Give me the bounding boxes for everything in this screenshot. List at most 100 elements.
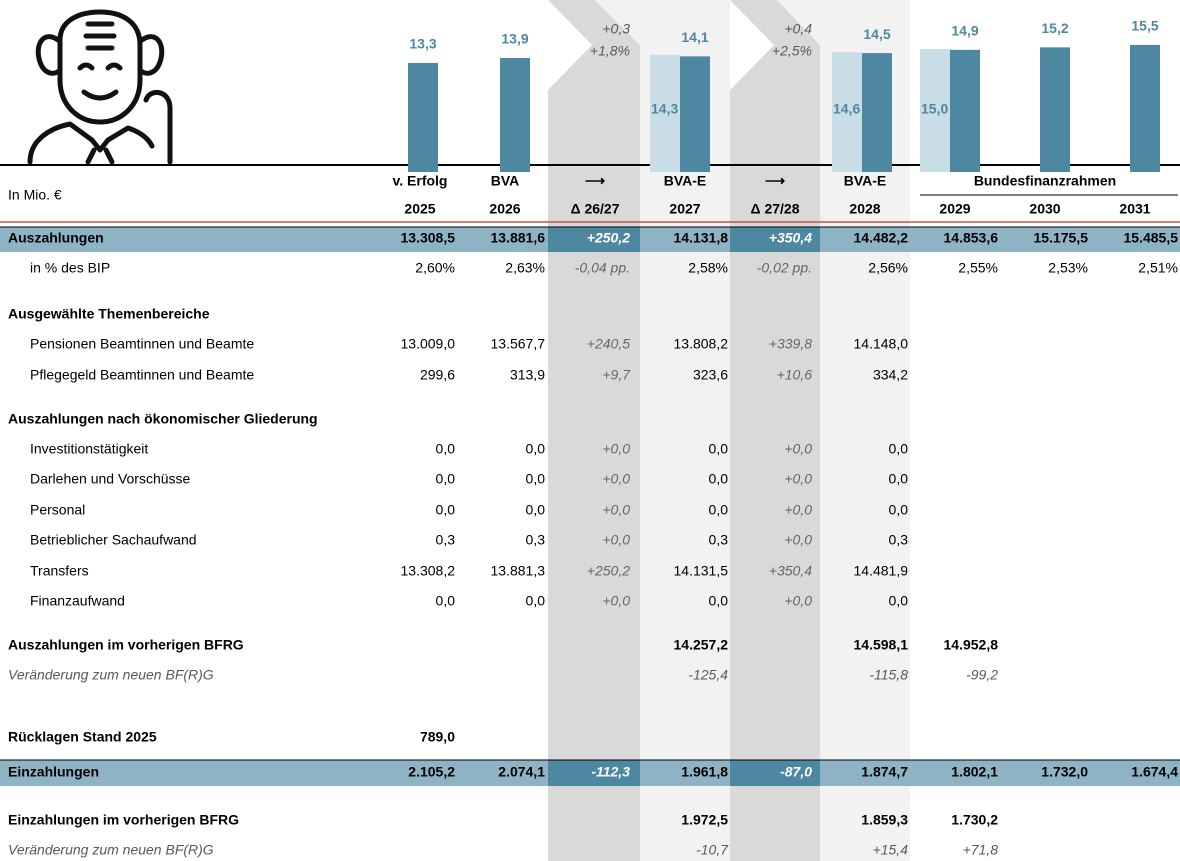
bar: [500, 58, 530, 172]
cell: 15.485,5: [1124, 230, 1179, 246]
cell: 0,3: [436, 532, 456, 548]
cell: 0,0: [436, 502, 456, 518]
cell: +350,4: [769, 230, 812, 246]
previous-bar-label: 14,3: [651, 101, 678, 117]
row-label: Investitionstätigkeit: [30, 441, 148, 457]
previous-bar: [920, 49, 950, 172]
cell: 0,0: [889, 593, 909, 609]
cell: 323,6: [693, 367, 728, 383]
cell: 313,9: [510, 367, 545, 383]
cell: 0,0: [526, 441, 546, 457]
cell: 0,0: [526, 471, 546, 487]
cell: 0,0: [436, 593, 456, 609]
delta-label: +1,8%: [590, 43, 630, 59]
cell: 14.131,8: [674, 230, 729, 246]
cell: 2,55%: [958, 260, 998, 276]
cell: -10,7: [696, 842, 729, 858]
row-label: Ausgewählte Themenbereiche: [8, 306, 210, 322]
row-label: Transfers: [30, 563, 89, 579]
cell: 0,0: [889, 471, 909, 487]
cell: 0,0: [709, 593, 729, 609]
cell: +0,0: [784, 532, 812, 548]
cell: +0,0: [602, 441, 630, 457]
cell: 13.881,3: [491, 563, 546, 579]
delta-band: [730, 0, 820, 861]
column-label: ⟶: [585, 173, 605, 189]
delta-cell: [730, 227, 820, 252]
cell: 14.131,5: [674, 563, 729, 579]
cell: +240,5: [587, 336, 630, 352]
cell: 2,58%: [688, 260, 728, 276]
bar-label: 15,2: [1041, 20, 1068, 36]
previous-bar-label: 15,0: [921, 101, 948, 117]
cell: 2,53%: [1048, 260, 1088, 276]
bar-label: 14,9: [951, 23, 978, 39]
column-label: BVA-E: [664, 173, 707, 189]
cell: 14.257,2: [674, 637, 729, 653]
row-label: Betrieblicher Sachaufwand: [30, 532, 197, 548]
cell: +0,0: [602, 471, 630, 487]
bar: [408, 62, 438, 172]
cell: -125,4: [688, 667, 728, 683]
cell: -112,3: [591, 764, 630, 780]
bar-label: 14,1: [681, 29, 708, 45]
pensioner-icon: [27, 9, 173, 165]
cell: +0,0: [784, 441, 812, 457]
row-bands: [0, 164, 1180, 786]
cell: 299,6: [420, 367, 455, 383]
cell: -87,0: [780, 764, 812, 780]
cell: +9,7: [602, 367, 631, 383]
light-band: [777, 0, 820, 45]
cell: +0,0: [784, 502, 812, 518]
cell: 334,2: [873, 367, 908, 383]
bar: [950, 49, 980, 172]
cell: +0,0: [784, 593, 812, 609]
delta-band: [548, 0, 640, 861]
cell: 2,60%: [415, 260, 455, 276]
cell: 2.074,1: [498, 764, 545, 780]
row-label: Finanzaufwand: [30, 593, 125, 609]
row-label: Einzahlungen im vorherigen BFRG: [8, 812, 239, 828]
cell: 1.874,7: [861, 764, 908, 780]
cell: 1.730,2: [951, 812, 998, 828]
cell: -0,02 pp.: [757, 260, 812, 276]
column-year: 2029: [939, 201, 970, 217]
column-label: v. Erfolg: [393, 173, 448, 189]
group-label: Bundesfinanzrahmen: [974, 173, 1116, 189]
bar: [680, 56, 710, 172]
cell: 13.808,2: [674, 336, 729, 352]
delta-label: +0,3: [602, 21, 630, 37]
cell: 2,63%: [505, 260, 545, 276]
column-year: Δ 26/27: [571, 201, 620, 217]
cell: 0,3: [709, 532, 729, 548]
cell: -99,2: [966, 667, 998, 683]
column-year: 2025: [404, 201, 435, 217]
column-year: 2028: [849, 201, 880, 217]
column-year: Δ 27/28: [751, 201, 800, 217]
light-band: [820, 0, 910, 861]
cell: 2.105,2: [408, 764, 455, 780]
bar: [1130, 44, 1160, 172]
cell: -115,8: [869, 667, 908, 683]
cell: 0,3: [889, 532, 909, 548]
cell: 15.175,5: [1034, 230, 1089, 246]
cell: 0,3: [526, 532, 546, 548]
cell: +339,8: [769, 336, 812, 352]
cell: 0,0: [709, 502, 729, 518]
cell: +71,8: [963, 842, 999, 858]
cell: 14.598,1: [854, 637, 909, 653]
bar-label: 14,5: [863, 26, 890, 42]
cell: 14.482,2: [854, 230, 909, 246]
cell: 1.859,3: [861, 812, 908, 828]
cell: +0,0: [784, 471, 812, 487]
row-label: Pensionen Beamtinnen und Beamte: [30, 336, 254, 352]
row-label: Einzahlungen: [8, 764, 99, 780]
cell: 1.972,5: [681, 812, 728, 828]
previous-bar-label: 14,6: [833, 101, 860, 117]
column-year: 2031: [1119, 201, 1150, 217]
cell: 13.308,2: [401, 563, 456, 579]
cell: +250,2: [587, 230, 630, 246]
unit-label: In Mio. €: [8, 187, 62, 203]
cell: +0,0: [602, 593, 630, 609]
column-label: BVA-E: [844, 173, 887, 189]
